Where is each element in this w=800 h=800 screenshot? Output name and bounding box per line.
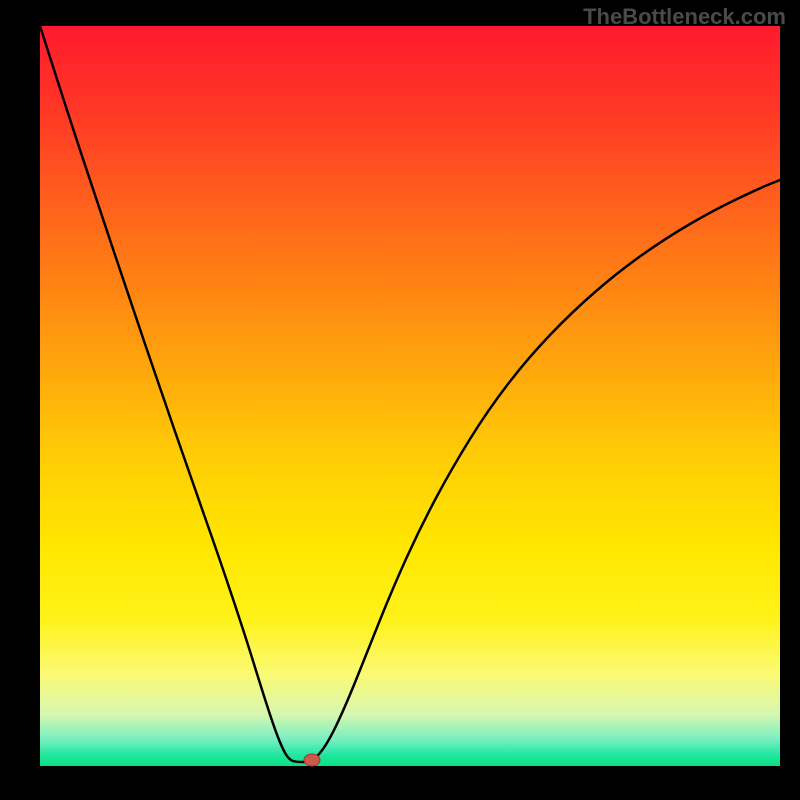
optimal-marker xyxy=(304,754,320,766)
chart-container xyxy=(0,0,800,800)
watermark-text: TheBottleneck.com xyxy=(583,4,786,30)
gradient-background xyxy=(40,26,780,766)
bottleneck-chart xyxy=(0,0,800,800)
